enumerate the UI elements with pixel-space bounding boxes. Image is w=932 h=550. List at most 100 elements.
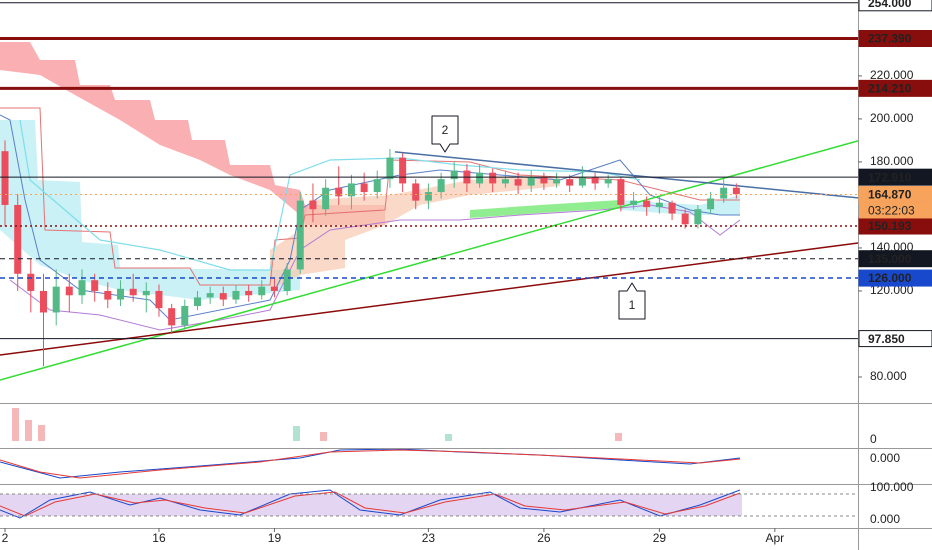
candle-body: [604, 179, 612, 184]
stoch-axis-label: 0.000: [870, 512, 900, 526]
stoch-band: [0, 494, 742, 516]
candle-body: [591, 176, 599, 184]
x-tick-label: 23: [422, 531, 436, 545]
candle-body: [309, 200, 317, 210]
candle-body: [732, 187, 740, 195]
x-tick-label: 29: [653, 531, 667, 545]
ichimoku-cloud: [0, 42, 741, 331]
candle-body: [707, 198, 715, 210]
macd-axis-label: 0.000: [870, 451, 900, 465]
annotation: 1: [618, 282, 646, 320]
candle-body: [450, 170, 458, 180]
candle-body: [553, 179, 561, 184]
candle-body: [65, 286, 73, 296]
candle-body: [720, 187, 728, 199]
candle-body: [116, 288, 124, 300]
candle-body: [630, 200, 638, 205]
candle-body: [668, 202, 676, 214]
x-tick-label: 2: [2, 531, 9, 545]
x-tick-label: 19: [268, 531, 282, 545]
candle-body: [566, 179, 574, 186]
candle-body: [168, 308, 176, 326]
y-tick-label: 80.000: [870, 369, 907, 383]
candle-body: [142, 290, 150, 296]
trendline: [0, 140, 859, 381]
candle-body: [129, 288, 137, 296]
macd-line: [0, 448, 741, 479]
y-tick-label: 120.000: [870, 283, 914, 297]
candle-body: [14, 204, 22, 274]
candle-body: [27, 273, 35, 291]
conversion-line: [0, 114, 740, 321]
signal-line: [0, 449, 741, 479]
candle-body: [655, 202, 663, 208]
candle-body: [52, 286, 60, 313]
volume-bar: [38, 425, 45, 441]
trendline: [394, 151, 859, 199]
volume-pane: [12, 408, 622, 441]
price-label: 135.000: [868, 252, 912, 266]
candle-body: [78, 280, 86, 296]
candle-body: [681, 213, 689, 225]
candle-body: [91, 280, 99, 291]
price-label: 172.910: [868, 170, 912, 184]
candle-body: [514, 179, 522, 186]
cloud-green: [470, 200, 620, 218]
y-tick-label: 200.000: [870, 111, 914, 125]
price-label-box: [858, 269, 932, 287]
annotation: 2: [431, 115, 459, 153]
candle-body: [617, 179, 625, 205]
volume-bar: [25, 420, 32, 441]
price-label-box: [858, 0, 932, 12]
candle-body: [283, 269, 291, 291]
x-tick-label: 26: [537, 531, 551, 545]
price-label: 214.210: [868, 82, 912, 96]
price-label-box: [858, 30, 932, 48]
price-label-box: [858, 250, 932, 268]
candle-body: [527, 176, 535, 186]
stoch-axis-label: 100.000: [870, 480, 914, 494]
candle-body: [540, 176, 548, 184]
candle-body: [219, 293, 227, 300]
volume-bar: [615, 433, 622, 441]
price-label: 150.193: [868, 219, 912, 233]
countdown: 03:22:03: [868, 204, 915, 218]
y-tick-label: 180.000: [870, 154, 914, 168]
x-tick-label: Apr: [766, 531, 785, 545]
candle-body: [360, 183, 368, 193]
candle-body: [155, 290, 163, 309]
candle-body: [399, 157, 407, 184]
cloud-peach: [270, 175, 560, 290]
countdown-box: [859, 202, 932, 219]
candle-body: [39, 290, 47, 313]
candle-body: [258, 286, 266, 296]
price-label: 164.870: [868, 188, 912, 202]
candle-body: [476, 172, 484, 184]
price-label: 237.390: [868, 32, 912, 46]
candle-body: [424, 192, 432, 201]
candle-body: [232, 290, 240, 300]
price-label: 254.000: [868, 0, 912, 10]
candle-body: [694, 209, 702, 225]
candle-body: [489, 172, 497, 184]
candle-body: [104, 290, 112, 300]
candle-body: [322, 187, 330, 210]
candle-body: [181, 306, 189, 326]
span-line: [19, 119, 641, 271]
candle-body: [386, 157, 394, 180]
trendline: [0, 242, 859, 356]
callout: [618, 282, 646, 320]
annotation-label: 2: [442, 123, 449, 137]
candle-body: [643, 200, 651, 208]
stoch-guides: [0, 493, 858, 517]
annotation-label: 1: [629, 298, 636, 312]
volume-bar: [320, 432, 327, 441]
stoch-d: [0, 491, 741, 517]
price-label-box: [858, 79, 932, 97]
price-label: 126.000: [868, 271, 912, 285]
volume-axis-label: 0: [870, 432, 877, 446]
candle-body: [412, 183, 420, 201]
y-tick-label: 220.000: [870, 68, 914, 82]
volume-bar: [12, 408, 19, 441]
x-tick-label: 16: [152, 531, 166, 545]
